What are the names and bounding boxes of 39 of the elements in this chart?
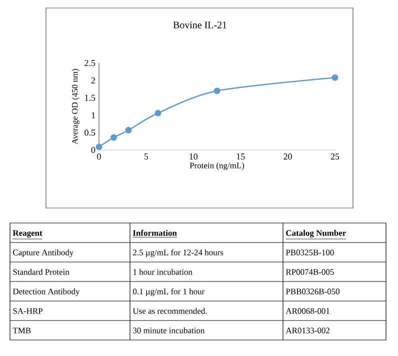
y-axis-title: Average OD (450 nm) [72,68,80,144]
text: 1 hour incubation [133,268,192,275]
point [154,110,162,116]
chart-title: Bovine IL-21 [173,22,226,28]
y-tick-label: 0 [91,146,96,154]
x-axis-title: Protein (ng/mL) [190,162,244,170]
text: Information [132,230,177,236]
text: 30 minute incubation [133,327,205,334]
text: AR0068-001 [286,308,330,314]
y-tick-label: 2.5 [84,60,96,66]
text: SA-HRP [13,308,42,314]
x-tick-label: 15 [236,154,245,160]
text: Standard Protein [13,268,70,275]
text: PBB0326B-050 [286,288,340,294]
y-tick-label: 0.5 [84,130,96,136]
text: TMB [12,328,31,334]
text: 0.1 µg/mL for 1 hour [133,288,205,296]
text: AR0133-002 [286,328,330,334]
text: RP0074B-005 [286,269,334,275]
text: Catalog Number [286,230,346,238]
text: Use as recommended. [132,308,207,314]
text: Capture Antibody [13,249,74,258]
x-tick-label: 0 [97,154,101,160]
point [125,126,132,134]
y-tick-label: 1.5 [85,94,96,101]
y-tick-label: 1 [92,112,95,118]
text: Reagent [12,230,42,238]
point [214,88,220,94]
x-tick-label: 25 [330,154,340,160]
text: 2.5 µg/mL for 12-24 hours [133,249,224,258]
x-tick-label: 5 [144,154,148,160]
point [332,74,338,81]
text: Detection Antibody [12,288,80,296]
text: PB0325B-100 [286,250,334,256]
point [110,134,117,141]
point [96,144,102,150]
x-tick-label: 20 [284,154,292,160]
x-tick-label: 10 [190,154,198,160]
y-tick-label: 2 [91,77,95,84]
